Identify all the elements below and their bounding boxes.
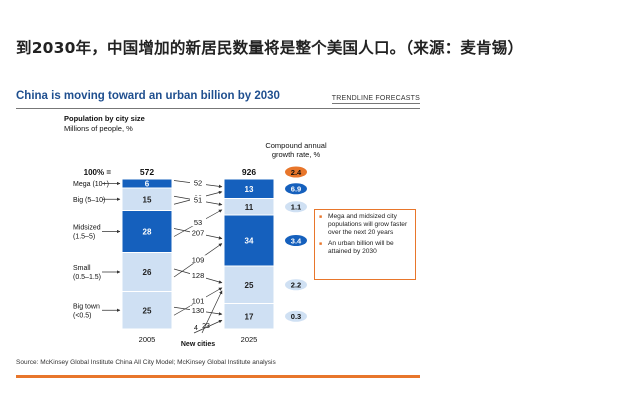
flow-label-bg (190, 218, 206, 227)
rate-label: 2.2 (291, 281, 301, 290)
segment-label: (1.5–5) (73, 234, 95, 241)
exhibit-panel: China is moving toward an urban billion … (16, 80, 420, 378)
exhibit-title: China is moving toward an urban billion … (16, 90, 280, 102)
x-axis-label: 2005 (139, 335, 156, 344)
segment-label: Midsized (73, 225, 101, 232)
callout-point-2: An urban billion will be attained by 203… (319, 240, 412, 256)
segment-label: Big (5–10) (73, 197, 105, 204)
total-label-2005: 572 (140, 167, 154, 177)
rate-label: 3.4 (291, 236, 302, 245)
flow-label: 109 (192, 255, 205, 264)
new-cities-value: 4 (194, 325, 198, 332)
new-cities-value: 23 (202, 323, 210, 330)
bar-value-label: 25 (143, 306, 152, 315)
bar-segment (121, 252, 173, 292)
rate-badge (285, 235, 307, 246)
bar-value-label: 17 (245, 312, 254, 321)
page-heading: 到2030年，中国增加的新居民数量将是整个美国人口。（来源：麦肯锡） (16, 39, 524, 57)
flow-label-bg (190, 296, 206, 305)
segment-label: (0.5–1.5) (73, 274, 101, 281)
trendline-tag: TRENDLINE FORECASTS (331, 95, 420, 104)
flow-label-bg (190, 228, 206, 237)
rate-label: 6.9 (291, 185, 301, 194)
flow-label-bg (190, 305, 206, 314)
rate-badge (285, 201, 307, 213)
segment-label: Big town (73, 303, 100, 310)
callout-point-1: Mega and midsized city populations will … (319, 213, 412, 237)
callout-box: Mega and midsized city populations will … (314, 209, 416, 280)
bar-value-label: 11 (245, 203, 254, 212)
flow-label: 128 (192, 271, 205, 280)
chart-subtitle: Population by city size (64, 114, 145, 123)
rate-badge (285, 310, 307, 322)
bar-value-label: 6 (145, 180, 150, 189)
title-rule (16, 108, 420, 109)
bar-value-label: 28 (143, 228, 152, 237)
total-prefix-label: 100% = (84, 168, 112, 177)
bar-value-label: 34 (245, 237, 254, 246)
rate-label: 1.1 (291, 203, 301, 212)
flow-label: 53 (194, 218, 202, 227)
total-label-2025: 926 (242, 167, 256, 177)
flow-label-bg (190, 178, 206, 187)
segment-label: Mega (10+) (73, 181, 109, 188)
flow-label: 52 (194, 179, 202, 188)
flow-label-bg (190, 255, 206, 264)
bar-value-label: 26 (143, 268, 152, 277)
bar-segment (223, 214, 275, 267)
bottom-rule (16, 375, 420, 378)
bar-value-label: 13 (245, 185, 254, 194)
segment-label: Small (73, 265, 91, 272)
bar-segment (223, 303, 275, 330)
segment-label: (<0.5) (73, 312, 91, 319)
total-rate-badge (285, 166, 307, 178)
flow-label: 51 (194, 196, 202, 205)
new-cities-arrow (193, 319, 223, 334)
flow-label-bg (190, 270, 206, 279)
bar-value-label: 15 (143, 195, 152, 204)
rate-title-line-2: growth rate, % (272, 150, 321, 159)
flow-label: 101 (192, 297, 205, 306)
chart-units: Millions of people, % (64, 124, 133, 133)
bar-value-label: 25 (245, 281, 254, 290)
flow-label-bg (190, 195, 206, 204)
total-rate-label: 2.4 (291, 168, 302, 177)
rate-badge (285, 183, 307, 195)
rate-title-line-1: Compound annual (265, 141, 327, 150)
rate-badge (285, 279, 307, 291)
bar-segment (121, 291, 173, 330)
bar-segment (223, 265, 275, 304)
new-cities-label: New cities (181, 341, 215, 348)
x-axis-label: 2025 (241, 335, 258, 344)
rate-label: 0.3 (291, 312, 301, 321)
flow-label: 130 (192, 306, 205, 315)
flow-label: 207 (192, 229, 205, 238)
new-cities-arrow (201, 290, 223, 334)
source-note: Source: McKinsey Global Institute China … (16, 359, 276, 366)
